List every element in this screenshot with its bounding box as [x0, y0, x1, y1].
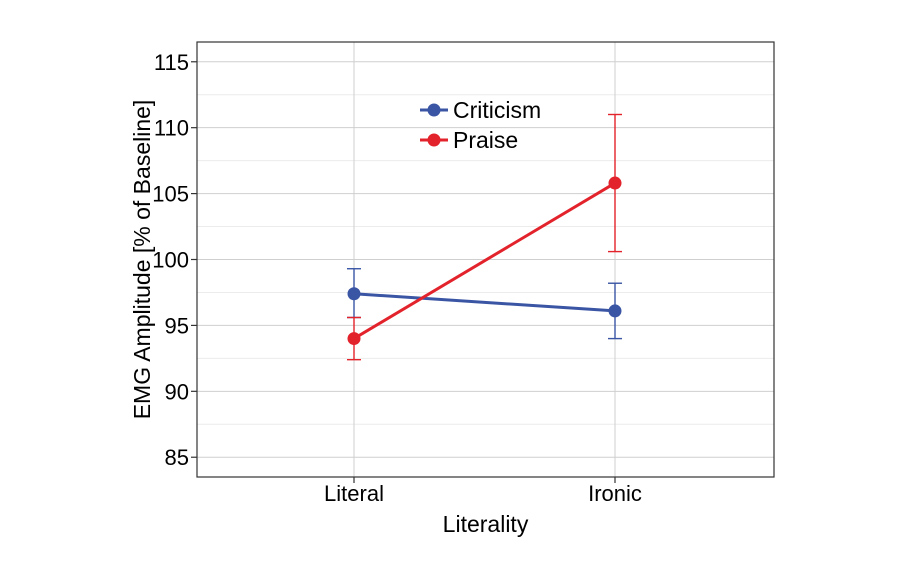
x-tick-label: Ironic [588, 481, 642, 506]
legend: Criticism Praise [420, 97, 541, 153]
series-praise [347, 113, 622, 361]
y-tick-label: 110 [154, 116, 189, 141]
y-tick-label: 105 [152, 182, 189, 207]
legend-label: Praise [453, 127, 518, 153]
legend-marker [427, 133, 441, 147]
legend-item-praise: Praise [420, 127, 518, 153]
series-criticism [347, 268, 622, 340]
data-point [608, 176, 622, 190]
y-tick-label: 90 [165, 379, 189, 404]
data-point [608, 304, 622, 318]
series-line [353, 181, 616, 340]
y-axis: 85 90 95 100 105 110 115 [152, 50, 197, 470]
series-line [353, 292, 616, 313]
x-axis-title: Literality [443, 511, 529, 537]
legend-label: Criticism [453, 97, 541, 123]
data-point [347, 287, 361, 301]
data-point [347, 332, 361, 346]
y-axis-title: EMG Amplitude [% of Baseline] [129, 100, 155, 420]
y-tick-label: 115 [154, 50, 189, 75]
legend-item-criticism: Criticism [420, 97, 541, 123]
y-tick-label: 100 [152, 248, 189, 273]
grid-layer [197, 42, 774, 477]
y-tick-label: 85 [165, 445, 189, 470]
legend-marker [427, 103, 441, 117]
series-layer [347, 113, 622, 361]
y-tick-label: 95 [165, 313, 189, 338]
x-axis: Literal Ironic [324, 477, 642, 506]
x-tick-label: Literal [324, 481, 384, 506]
